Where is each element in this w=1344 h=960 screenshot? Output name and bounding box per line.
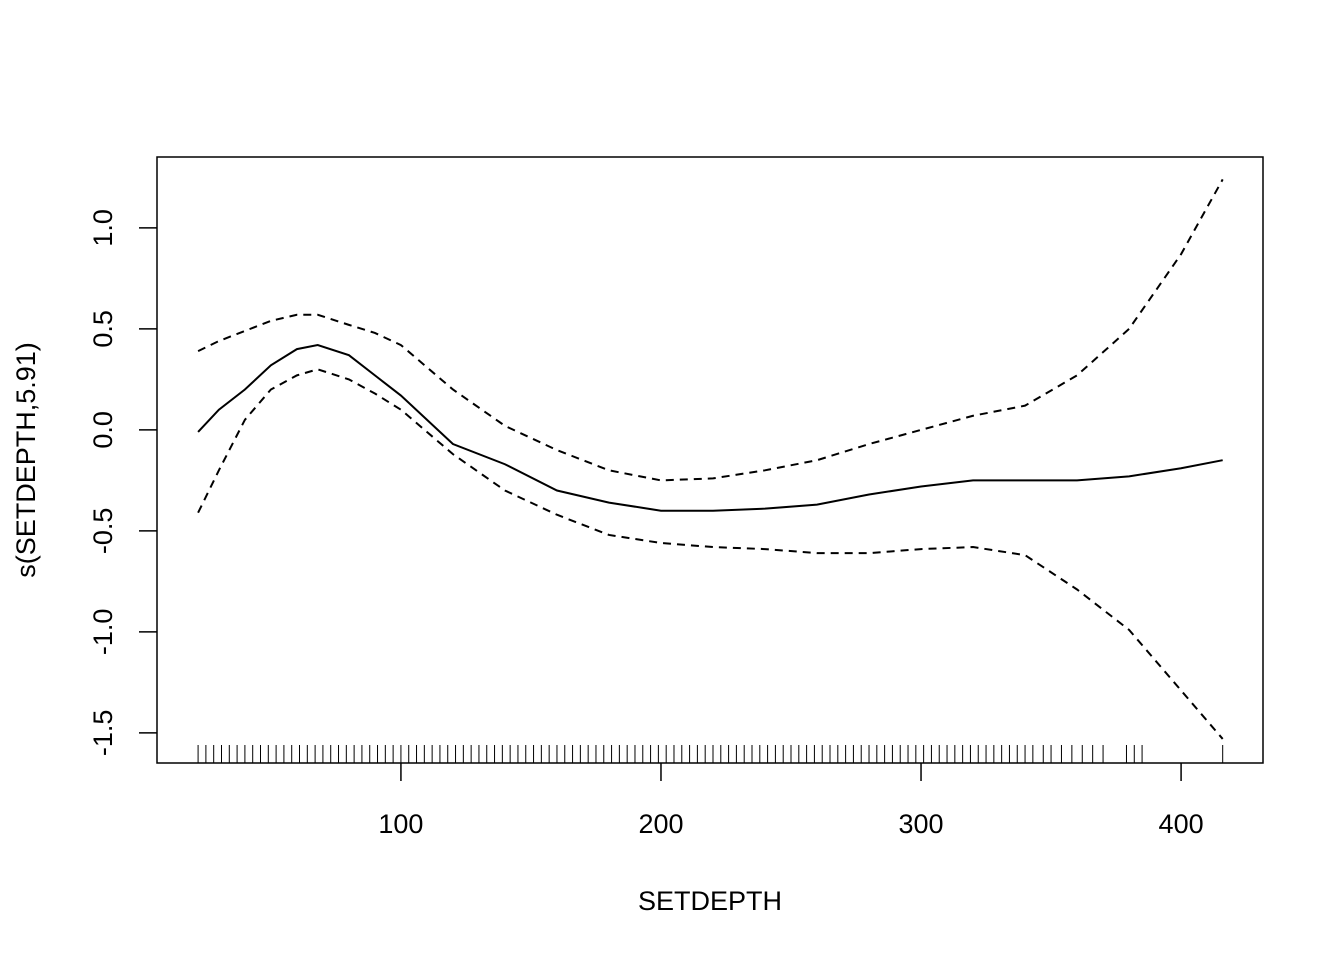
fit-line (197, 344, 1223, 512)
plot-frame (156, 156, 1264, 764)
confidence-line (197, 178, 1224, 482)
x-tick-label: 300 (899, 809, 944, 839)
y-tick-label: 0.0 (88, 411, 118, 449)
y-tick-label: -0.5 (88, 508, 118, 555)
x-axis-label: SETDEPTH (638, 886, 782, 916)
x-tick-label: 100 (378, 809, 423, 839)
x-tick-label: 200 (638, 809, 683, 839)
y-tick-label: -1.5 (88, 710, 118, 757)
y-tick-label: 1.0 (88, 209, 118, 247)
x-tick-label: 400 (1159, 809, 1204, 839)
y-axis-label: s(SETDEPTH,5.91) (11, 342, 41, 578)
y-tick-label: -1.0 (88, 609, 118, 656)
confidence-line (197, 368, 1224, 740)
y-tick-label: 0.5 (88, 310, 118, 348)
